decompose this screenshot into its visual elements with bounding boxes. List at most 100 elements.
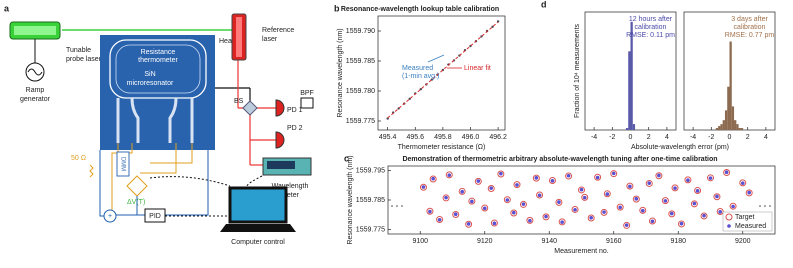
point [747,190,751,195]
dmm [116,151,130,177]
point [716,208,724,216]
point [603,190,611,198]
x-tick-label: -2 [609,134,615,141]
point [510,209,518,217]
point [671,184,679,192]
point [745,189,753,197]
point [465,220,473,228]
point [694,187,702,195]
panel-letter: a [4,3,10,13]
label: Heater [219,38,241,45]
label: PD 1 [287,107,303,114]
point [521,202,526,206]
point [490,219,498,227]
point [582,195,587,200]
chart-title: Resonance-wavelength lookup table calibr… [341,6,499,13]
point [677,220,685,228]
point [482,206,487,211]
x-tick-label: 9120 [477,238,493,245]
x-tick-label: 9140 [541,238,557,245]
legend-label: Target [735,214,755,221]
point [686,178,690,182]
label: Tunable [66,47,91,54]
point [657,173,661,178]
point [692,201,697,206]
x-tick-label: 495.8 [434,134,452,141]
dot [759,205,761,207]
point [555,198,563,206]
point [492,221,497,226]
point [739,179,747,187]
annotation: RMSE: 0.11 pm [626,32,675,39]
point [452,210,460,218]
point [740,181,745,185]
x-axis-label: Measurement no. [554,248,609,255]
point [690,200,698,208]
point [421,185,426,189]
dot [401,205,403,207]
panel-a: a Tunable probe laser Ramp generator Res… [4,3,314,245]
point [573,207,577,212]
y-tick-label: 1559.790 [346,28,375,35]
point [707,174,714,182]
label: generator [20,96,51,103]
point [513,181,521,189]
panel-letter: c [344,153,349,163]
wavemeter-screen [267,161,295,169]
x-tick-label: -4 [690,134,696,141]
point [623,221,631,229]
bar [731,106,735,130]
label: BPF [300,90,314,97]
dot [391,205,393,207]
point [579,187,584,192]
pd2 [275,131,285,149]
point [626,182,634,190]
annotation: (1-min avg.) [402,73,439,80]
x-tick-label: 0 [629,134,633,141]
point [515,183,519,187]
y-tick-label: 1559.780 [346,88,375,95]
point [655,172,663,180]
point [708,176,713,180]
bar [724,110,728,130]
point [474,177,482,185]
legend-marker [727,224,731,228]
panel-letter: b [334,3,340,13]
y-tick-label: 1559.795 [356,167,385,174]
point [437,218,442,222]
x-tick-label: -2 [708,134,714,141]
bar [722,120,725,130]
plot-frame [377,15,506,131]
label: thermometer [138,57,178,64]
point [729,202,737,210]
label: BS [234,98,244,105]
bar [628,51,631,131]
point [661,197,669,205]
label: Computer control [231,239,285,246]
reference-laser-core [236,17,242,57]
label: Resistance [141,49,176,56]
dot [769,205,771,207]
label: Reference [262,27,294,34]
label: 50 Ω [71,155,86,162]
bar [727,86,730,130]
point [628,184,632,189]
point [632,195,640,203]
point [731,204,735,209]
summer [103,209,117,223]
point [419,88,422,91]
point [715,194,719,199]
point [595,175,600,180]
point [684,176,692,184]
point [566,173,571,178]
annotation-arrow [427,54,445,63]
point [648,217,656,225]
point [668,210,676,218]
legend-box [722,211,773,232]
point [700,212,708,220]
point [511,210,516,215]
point [497,170,505,178]
bar [630,21,633,130]
annotation: Measured [402,65,433,72]
y-tick-label: 1559.785 [346,58,375,65]
